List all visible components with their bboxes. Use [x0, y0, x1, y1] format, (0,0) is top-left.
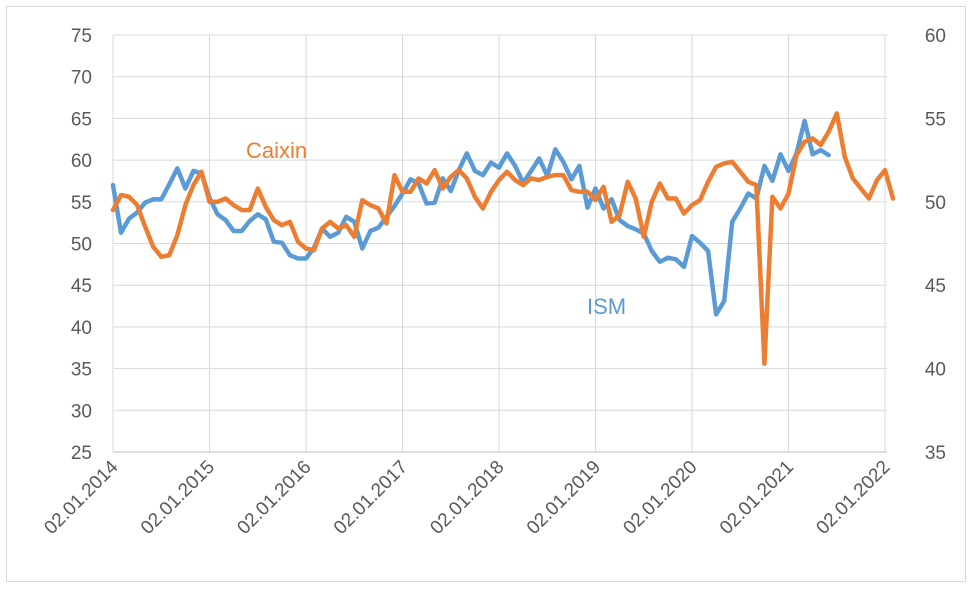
series-label-caixin: Caixin [246, 138, 307, 163]
chart-frame [6, 6, 966, 582]
series-label-ism: ISM [587, 294, 626, 319]
left-y-tick-label: 25 [71, 443, 92, 464]
left-y-tick-label: 45 [71, 276, 92, 297]
x-tick-label: 02.01.2015 [137, 457, 219, 539]
left-y-tick-label: 55 [71, 193, 92, 214]
series-line-ism [110, 118, 831, 317]
right-y-tick-label: 50 [925, 193, 946, 214]
left-y-tick-label: 65 [71, 109, 92, 130]
left-y-tick-label: 30 [71, 401, 92, 422]
series-line-caixin [110, 111, 896, 366]
series-layer [110, 111, 896, 366]
right-y-tick-label: 45 [925, 276, 946, 297]
left-y-tick-label: 50 [71, 235, 92, 256]
left-y-tick-label: 70 [71, 68, 92, 89]
x-tick-label: 02.01.2018 [426, 457, 508, 539]
x-tick-label: 02.01.2020 [619, 457, 701, 539]
x-tick-label: 02.01.2017 [330, 457, 412, 539]
gridlines [112, 34, 887, 453]
left-y-axis-ticks: 75 70 65 60 55 50 45 40 35 30 25 [71, 26, 92, 464]
left-y-tick-label: 35 [71, 360, 92, 381]
right-y-axis-ticks: 60 55 50 45 40 35 [925, 26, 946, 464]
left-y-tick-label: 60 [71, 151, 92, 172]
right-y-tick-label: 40 [925, 360, 946, 381]
x-tick-label: 02.01.2021 [716, 457, 798, 539]
x-tick-label: 02.01.2014 [40, 456, 122, 538]
x-tick-label: 02.01.2022 [812, 457, 894, 539]
x-tick-label: 02.01.2019 [523, 457, 605, 539]
right-y-tick-label: 35 [925, 443, 946, 464]
left-y-tick-label: 75 [71, 26, 92, 47]
right-y-tick-label: 60 [925, 26, 946, 47]
x-tick-label: 02.01.2016 [233, 457, 315, 539]
x-axis-ticks: 02.01.2014 02.01.2015 02.01.2016 02.01.2017… [40, 456, 894, 538]
right-y-tick-label: 55 [925, 109, 946, 130]
left-y-tick-label: 40 [71, 318, 92, 339]
